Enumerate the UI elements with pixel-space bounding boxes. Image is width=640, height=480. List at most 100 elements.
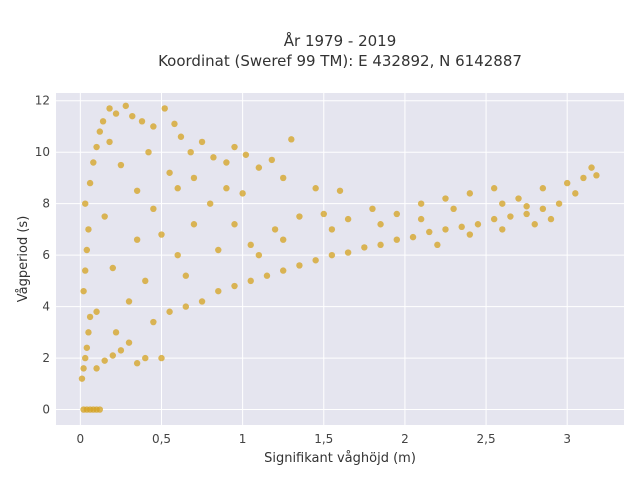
data-point: [434, 241, 441, 249]
chart-subtitle: Koordinat (Sweref 99 TM): E 432892, N 61…: [158, 52, 522, 70]
data-point: [239, 190, 246, 197]
data-point: [507, 213, 514, 220]
data-point: [426, 228, 433, 236]
data-point: [344, 215, 352, 223]
y-tick-label: 2: [42, 351, 50, 365]
data-point: [93, 143, 100, 151]
data-point: [133, 360, 141, 367]
data-point: [499, 200, 506, 207]
data-point: [393, 210, 400, 218]
data-point: [101, 357, 108, 364]
data-point: [99, 118, 107, 125]
data-point: [82, 267, 89, 274]
data-point: [198, 298, 206, 305]
data-point: [158, 354, 165, 362]
data-point: [547, 215, 555, 223]
data-point: [85, 329, 92, 336]
y-axis-ticks: 0 2 4 6 8 10 12: [35, 94, 50, 417]
data-point: [182, 303, 190, 310]
data-point: [320, 210, 327, 218]
data-point: [255, 164, 263, 171]
data-point: [564, 179, 571, 187]
data-point: [312, 257, 319, 264]
x-tick-label: 0,5: [152, 432, 171, 446]
data-point: [145, 148, 152, 156]
data-point: [231, 221, 238, 228]
data-point: [417, 200, 425, 207]
x-tick-label: 2,5: [477, 432, 496, 446]
data-point: [83, 246, 91, 254]
data-point: [198, 138, 206, 146]
data-point: [161, 105, 168, 112]
data-point: [138, 118, 146, 125]
data-point: [555, 200, 563, 207]
data-point: [231, 143, 238, 151]
data-point: [93, 308, 100, 315]
data-point: [336, 187, 344, 194]
data-point: [190, 174, 198, 182]
data-point: [490, 185, 498, 192]
y-tick-label: 12: [35, 94, 50, 108]
data-point: [417, 215, 425, 223]
x-axis-ticks: 0 0,5 1 1,5 2 2,5 3: [77, 432, 571, 446]
data-point: [215, 287, 222, 295]
data-point: [377, 221, 384, 228]
data-point: [442, 226, 449, 233]
data-point: [133, 187, 141, 194]
data-point: [150, 123, 157, 130]
data-point: [166, 169, 173, 176]
data-point: [129, 112, 136, 120]
data-points: [78, 102, 600, 413]
data-point: [82, 354, 89, 362]
chart-title: År 1979 - 2019: [284, 31, 397, 50]
x-tick-label: 1: [239, 432, 247, 446]
data-point: [83, 344, 91, 351]
y-tick-label: 0: [42, 403, 50, 417]
data-point: [515, 195, 522, 202]
x-tick-label: 2: [401, 432, 409, 446]
data-point: [190, 221, 198, 228]
data-point: [112, 110, 120, 117]
data-point: [280, 174, 287, 182]
data-point: [101, 213, 108, 220]
x-tick-label: 3: [563, 432, 571, 446]
data-point: [247, 277, 254, 285]
data-point: [86, 313, 94, 321]
data-point: [223, 185, 230, 192]
data-point: [361, 244, 368, 251]
data-point: [409, 233, 417, 241]
data-point: [271, 226, 279, 233]
data-point: [106, 138, 113, 146]
data-point: [268, 156, 276, 164]
data-point: [93, 365, 100, 372]
data-point: [86, 179, 94, 187]
data-point: [177, 133, 185, 140]
data-point: [206, 200, 214, 207]
data-point: [174, 251, 181, 259]
data-point: [588, 164, 595, 171]
data-point: [117, 347, 125, 354]
data-point: [142, 354, 149, 362]
data-point: [466, 231, 474, 238]
data-point: [242, 151, 250, 158]
data-point: [539, 205, 547, 213]
data-point: [458, 223, 465, 231]
y-tick-label: 8: [42, 197, 50, 211]
data-point: [80, 365, 87, 372]
data-point: [142, 277, 149, 285]
data-point: [377, 241, 384, 249]
data-point: [182, 272, 190, 279]
data-point: [158, 231, 165, 238]
data-point: [215, 246, 222, 254]
y-axis-label: Vågperiod (s): [16, 216, 31, 303]
data-point: [288, 136, 295, 143]
y-tick-label: 10: [35, 145, 50, 159]
data-point: [109, 352, 117, 359]
data-point: [109, 264, 117, 272]
data-point: [187, 148, 194, 156]
data-point: [296, 213, 303, 220]
data-point: [572, 190, 579, 197]
data-point: [280, 267, 287, 274]
data-point: [90, 159, 97, 166]
